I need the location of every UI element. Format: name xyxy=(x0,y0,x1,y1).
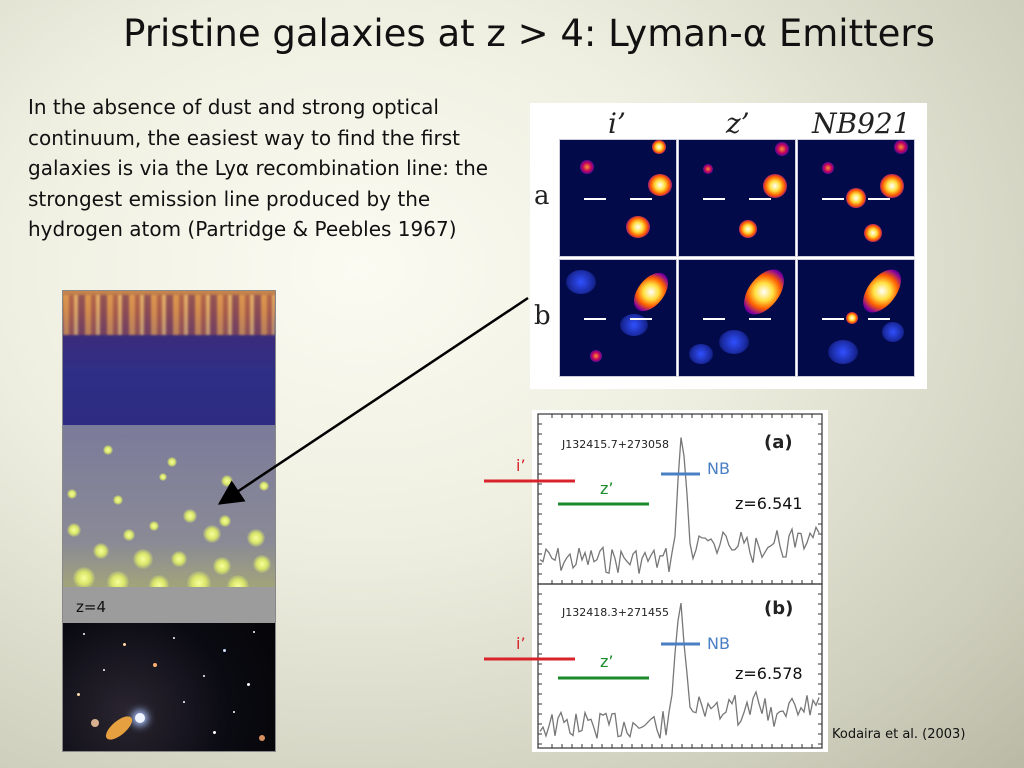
cosmic-column-illustration xyxy=(62,290,276,752)
spectrum-a-id: J132415.7+273058 xyxy=(562,438,669,451)
row-label-b: b xyxy=(534,301,551,331)
header-z: z’ xyxy=(726,107,750,140)
redshift-b: z=6.578 xyxy=(735,664,803,683)
cutout-a-nb921 xyxy=(797,139,915,257)
spectrum-b-tag: (b) xyxy=(764,598,794,619)
cutout-a-i xyxy=(559,139,677,257)
slide-title: Pristine galaxies at z > 4: Lyman-α Emit… xyxy=(123,12,935,55)
z4-label: z=4 xyxy=(76,598,106,616)
filter-nb-label-a: NB xyxy=(707,459,730,478)
spectrum-b-id: J132418.3+271455 xyxy=(562,606,669,619)
redshift-a: z=6.541 xyxy=(735,494,803,513)
spectra-panel: J132415.7+273058 (a) J132418.3+271455 (b… xyxy=(532,410,828,752)
credit-text: Kodaira et al. (2003) xyxy=(832,727,966,742)
row-label-a: a xyxy=(534,181,550,211)
z4-band xyxy=(63,587,275,623)
cutout-b-z xyxy=(678,259,796,377)
header-nb921: NB921 xyxy=(812,107,911,140)
body-text: In the absence of dust and strong optica… xyxy=(28,95,489,241)
image-cutouts-panel: i’ z’ NB921 a b xyxy=(530,103,927,389)
spectrum-a-tag: (a) xyxy=(764,432,793,453)
cmb-section xyxy=(63,291,275,425)
filter-i-label-b: i’ xyxy=(516,634,526,653)
cutout-b-nb921 xyxy=(797,259,915,377)
deep-field-section xyxy=(63,623,275,751)
filter-nb-label-b: NB xyxy=(707,634,730,653)
filter-i-label-a: i’ xyxy=(516,456,526,475)
filter-z-label-b: z’ xyxy=(600,652,614,671)
cutout-b-i xyxy=(559,259,677,377)
header-i: i’ xyxy=(608,107,626,140)
filter-z-label-a: z’ xyxy=(600,479,614,498)
cutout-a-z xyxy=(678,139,796,257)
spectra-plot xyxy=(537,413,823,749)
